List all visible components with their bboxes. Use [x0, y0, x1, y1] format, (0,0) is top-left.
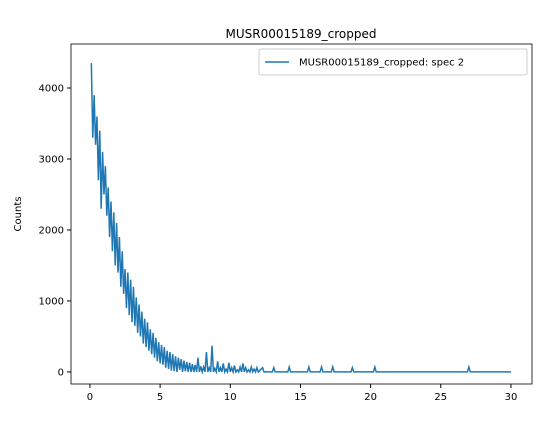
legend-box — [258, 48, 528, 76]
y-tick-label: 2000 — [39, 225, 64, 236]
y-tick-label: 1000 — [39, 296, 64, 307]
y-tick-label: 3000 — [39, 154, 64, 165]
y-tick-label: 4000 — [39, 84, 64, 95]
x-tick-label: 5 — [157, 392, 163, 403]
x-tick-label: 25 — [434, 392, 447, 403]
data-line — [90, 63, 511, 375]
x-tick-label: 10 — [224, 392, 237, 403]
chart-title: MUSR00015189_cropped — [225, 27, 376, 41]
x-tick-label: 15 — [294, 392, 307, 403]
x-tick-label: 30 — [505, 392, 518, 403]
plot-frame — [70, 43, 533, 385]
legend-label: MUSR00015189_cropped: spec 2 — [299, 58, 464, 69]
x-tick-label: 0 — [87, 392, 93, 403]
y-tick-label: 0 — [58, 367, 64, 378]
x-tick-label: 20 — [364, 392, 377, 403]
y-axis-label: Counts — [13, 197, 24, 232]
